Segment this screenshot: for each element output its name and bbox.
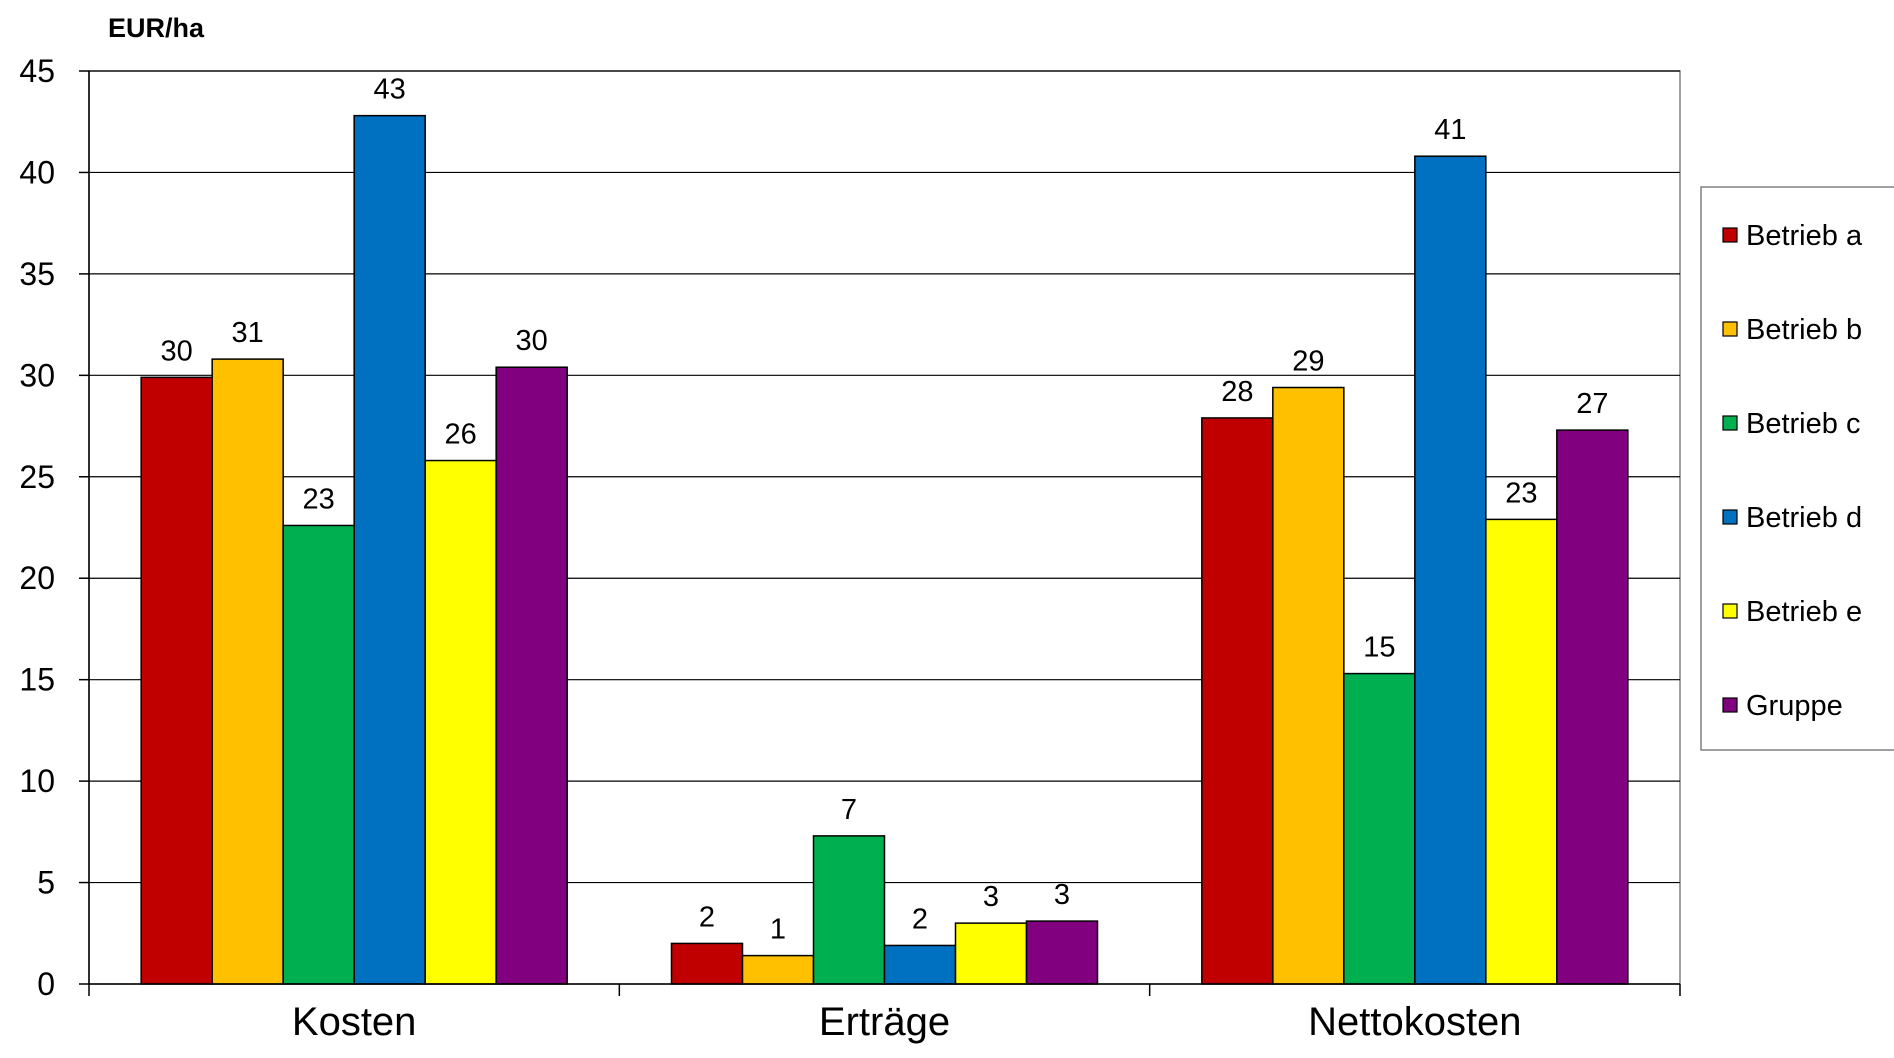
bar — [741, 954, 815, 985]
bar — [812, 835, 886, 985]
bar — [1485, 518, 1558, 985]
data-label: 29 — [1292, 346, 1324, 378]
y-tick-label: 10 — [19, 763, 55, 799]
data-label: 27 — [1576, 388, 1608, 420]
bar — [1414, 155, 1487, 985]
legend: Betrieb a Betrieb b Betrieb c Betrieb d Betr… — [1700, 186, 1894, 751]
category-label: Nettokosten — [1308, 1000, 1521, 1044]
bar — [282, 524, 355, 985]
y-axis-unit: EUR/ha — [108, 13, 205, 43]
bar — [954, 922, 1028, 985]
bar — [140, 376, 213, 985]
legend-label: Betrieb a — [1746, 220, 1863, 252]
data-label: 15 — [1363, 632, 1395, 664]
category-label: Kosten — [292, 1000, 417, 1044]
legend-label: Betrieb c — [1746, 408, 1860, 440]
category-label: Erträge — [819, 1000, 950, 1044]
legend-swatch — [1722, 321, 1738, 337]
legend-swatch — [1722, 603, 1738, 619]
legend-swatch — [1722, 227, 1738, 243]
bar — [1343, 672, 1416, 985]
data-label: 2 — [912, 903, 928, 935]
legend-box — [1700, 186, 1894, 751]
data-label: 43 — [374, 74, 406, 106]
y-tick-label: 0 — [37, 966, 55, 1002]
bar — [883, 944, 957, 985]
data-label: 3 — [983, 881, 999, 913]
y-tick-label: 15 — [19, 662, 55, 698]
legend-swatch — [1722, 509, 1738, 525]
y-tick-label: 30 — [19, 357, 55, 393]
bar — [424, 459, 497, 985]
data-label: 7 — [841, 794, 857, 826]
bar — [1201, 417, 1274, 985]
axes: 0 5 10 15 20 25 30 35 40 45 Kosten Erträge Nettokost… — [19, 53, 1681, 1044]
y-tick-label: 25 — [19, 459, 55, 495]
legend-label: Betrieb b — [1746, 314, 1862, 346]
data-label: 23 — [1505, 477, 1537, 509]
data-label: 1 — [770, 914, 786, 946]
bar — [1272, 386, 1345, 985]
legend-label: Betrieb d — [1746, 502, 1862, 534]
data-label: 31 — [232, 317, 264, 349]
bar — [211, 358, 284, 985]
data-label: 41 — [1434, 114, 1466, 146]
y-tick-label: 45 — [19, 53, 55, 89]
legend-label: Gruppe — [1746, 690, 1843, 722]
y-tick-label: 20 — [19, 560, 55, 596]
bar — [1556, 429, 1629, 985]
data-label: 3 — [1054, 879, 1070, 911]
bar — [353, 114, 426, 985]
data-label: 23 — [303, 483, 335, 515]
legend-swatch — [1722, 415, 1738, 431]
legend-label: Betrieb e — [1746, 596, 1862, 628]
bar — [1025, 920, 1099, 985]
data-label: 2 — [699, 901, 715, 933]
legend-swatch — [1722, 697, 1738, 713]
data-label: 30 — [161, 335, 193, 367]
bar — [670, 942, 744, 985]
y-tick-label: 35 — [19, 256, 55, 292]
data-label: 30 — [516, 325, 548, 357]
data-label: 28 — [1221, 376, 1253, 408]
bar — [495, 366, 568, 985]
y-tick-label: 5 — [37, 865, 55, 901]
data-label: 26 — [445, 419, 477, 451]
y-tick-label: 40 — [19, 154, 55, 190]
